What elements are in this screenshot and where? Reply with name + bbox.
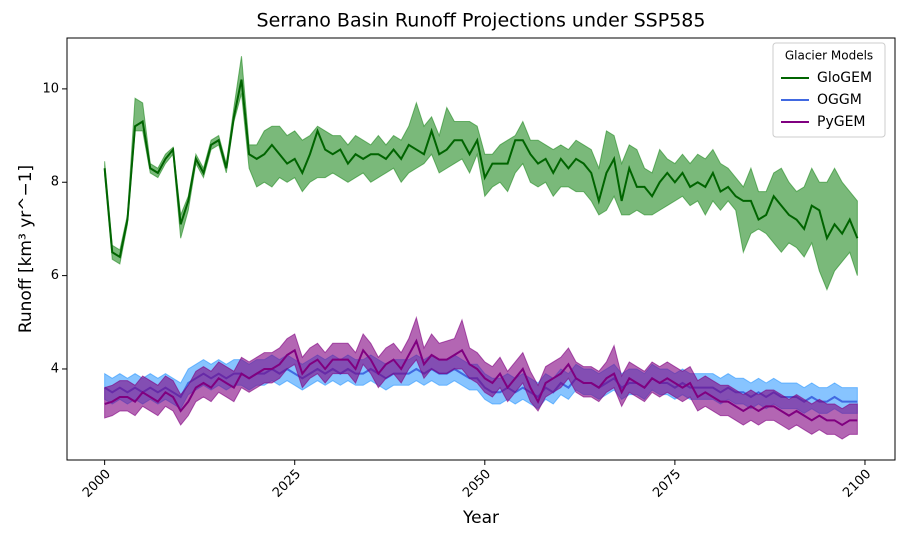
plot-area	[103, 56, 859, 440]
x-axis-label: Year	[462, 508, 499, 528]
legend-frame	[772, 42, 886, 138]
series-line	[103, 79, 859, 259]
legend-label: PyGEM	[817, 114, 866, 130]
legend-title: Glacier Models	[785, 49, 873, 63]
y-tick-label: 6	[51, 268, 59, 283]
legend-label: OGGM	[817, 92, 862, 108]
y-axis-label: Runoff [km³ yr^−1]	[16, 165, 36, 333]
uncertainty-band	[104, 56, 858, 291]
legend: Glacier Models GloGEM OGGM PyGEM	[772, 42, 886, 138]
x-tick-label: 2000	[80, 467, 114, 501]
y-tick-label: 4	[51, 361, 59, 376]
axes-frame	[66, 37, 896, 461]
x-tick-label: 2075	[650, 467, 684, 501]
y-tick-label: 10	[42, 81, 59, 96]
y-tick-label: 8	[51, 175, 59, 190]
legend-label: GloGEM	[817, 70, 872, 86]
uncertainty-band	[104, 315, 858, 440]
x-tick-label: 2025	[270, 467, 304, 501]
x-tick-label: 2100	[840, 467, 874, 501]
series-line	[104, 338, 858, 427]
chart-title: Serrano Basin Runoff Projections under S…	[257, 10, 706, 32]
x-tick-label: 2050	[460, 467, 494, 501]
